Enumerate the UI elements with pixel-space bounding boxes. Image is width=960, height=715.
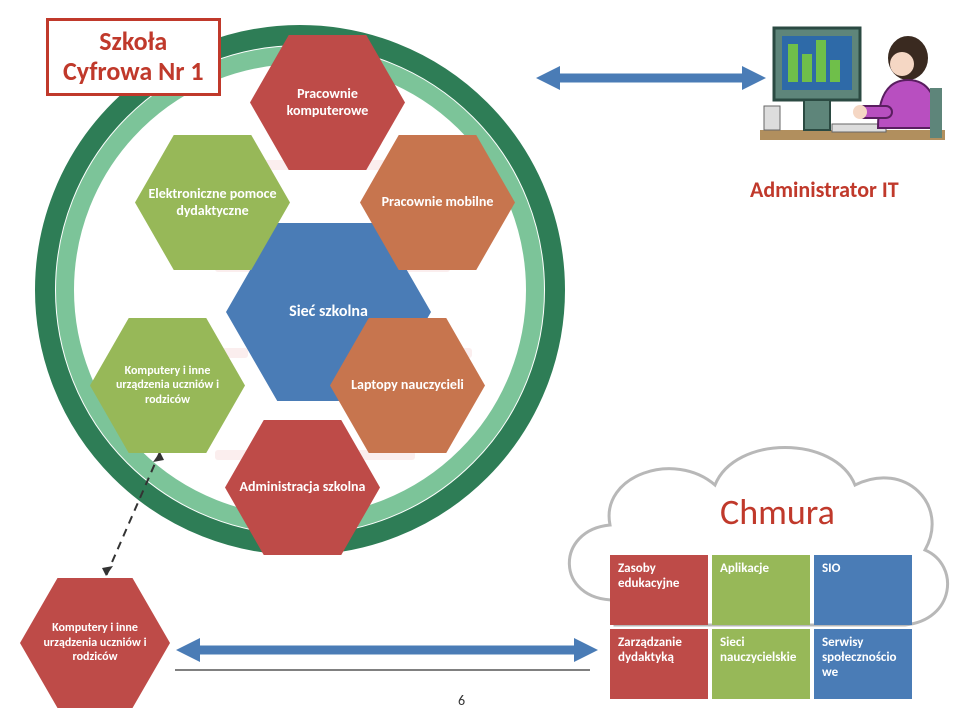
cloud-tile-sieci: Sieci nauczycielskie	[712, 629, 810, 699]
cloud-tile-serwisy: Serwisy społecznościowe	[814, 629, 912, 699]
hex-komputery2: Komputery i inne urządzenia uczniów i ro…	[20, 578, 170, 708]
title-line1: Szkoła	[63, 27, 204, 57]
hex-elektroniczne: Elektroniczne pomoce dydaktyczne	[135, 135, 290, 270]
hex-administracja: Administracja szkolna	[225, 420, 380, 555]
hex-pracownie_mobilne: Pracownie mobilne	[360, 135, 515, 270]
admin-illustration	[760, 10, 950, 170]
title-box: Szkoła Cyfrowa Nr 1	[46, 18, 221, 96]
hex-komputery1: Komputery i inne urządzenia uczniów i ro…	[90, 318, 245, 453]
hex-label: Laptopy nauczycieli	[343, 377, 472, 394]
hex-label: Pracownie mobilne	[374, 194, 502, 211]
cloud-title: Chmura	[720, 490, 835, 534]
cloud-tile-zarzadzanie: Zarządzanie dydaktyką	[610, 629, 708, 699]
cloud-tile-label: SIO	[822, 561, 840, 576]
title-line2: Cyfrowa Nr 1	[63, 57, 204, 87]
cloud-tile-label: Zasoby edukacyjne	[618, 561, 700, 591]
administrator-label: Administrator IT	[750, 176, 899, 203]
page-number: 6	[458, 692, 465, 709]
cloud-tile-sio: SIO	[814, 555, 912, 625]
hex-label: Komputery i inne urządzenia uczniów i ro…	[20, 621, 170, 664]
cloud-tile-label: Aplikacje	[720, 561, 769, 576]
hex-label: Pracownie komputerowe	[250, 86, 405, 120]
cloud-tile-aplikacje: Aplikacje	[712, 555, 810, 625]
cloud-tile-label: Zarządzanie dydaktyką	[618, 635, 700, 665]
hex-label: Administracja szkolna	[232, 479, 374, 496]
cloud-tile-label: Serwisy społecznościowe	[822, 635, 904, 680]
cloud-tile-zasoby: Zasoby edukacyjne	[610, 555, 708, 625]
hex-label: Elektroniczne pomoce dydaktyczne	[135, 186, 290, 220]
hex-label: Komputery i inne urządzenia uczniów i ro…	[90, 364, 245, 407]
cloud-tile-label: Sieci nauczycielskie	[720, 635, 802, 665]
